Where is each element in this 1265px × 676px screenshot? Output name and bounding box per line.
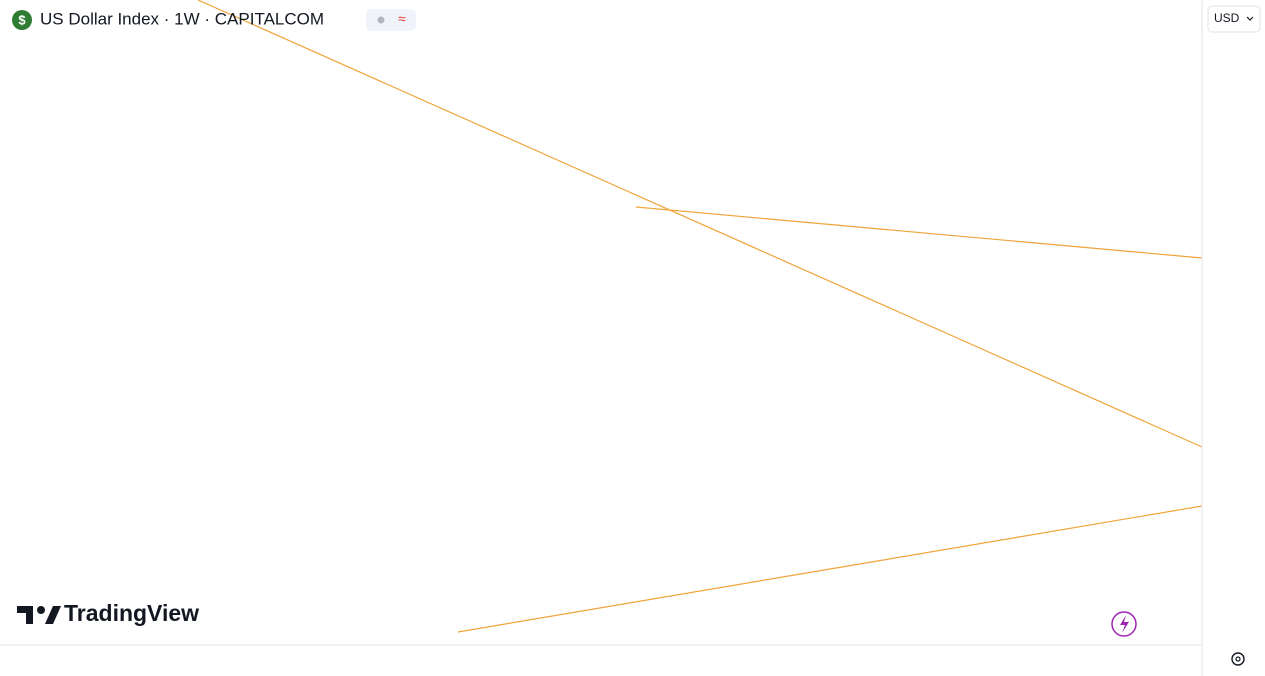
compare-dot	[377, 16, 385, 24]
logo-mark	[37, 606, 45, 614]
symbol-icon	[12, 10, 32, 30]
symbol-icon-glyph: $	[18, 12, 26, 27]
logo-mark	[45, 606, 61, 624]
dropdown-caret	[1246, 16, 1254, 21]
trend-lines	[197, 0, 1203, 633]
compare-button[interactable]	[366, 9, 416, 31]
watermark-logo	[17, 606, 61, 624]
compare-icon: ≈	[398, 11, 406, 27]
currency-label: USD	[1214, 11, 1240, 25]
chart-title: US Dollar Index · 1W · CAPITALCOM	[40, 9, 324, 28]
currency-dropdown[interactable]	[1207, 5, 1261, 33]
logo-mark	[17, 606, 33, 624]
trend-line	[635, 206, 1203, 259]
settings-icon-core	[1235, 656, 1241, 662]
watermark-text: TradingView	[64, 600, 199, 626]
trend-line	[197, 0, 1203, 448]
alert-glyph	[1120, 615, 1129, 633]
settings-icon[interactable]	[1231, 652, 1245, 666]
trend-line	[457, 505, 1203, 633]
